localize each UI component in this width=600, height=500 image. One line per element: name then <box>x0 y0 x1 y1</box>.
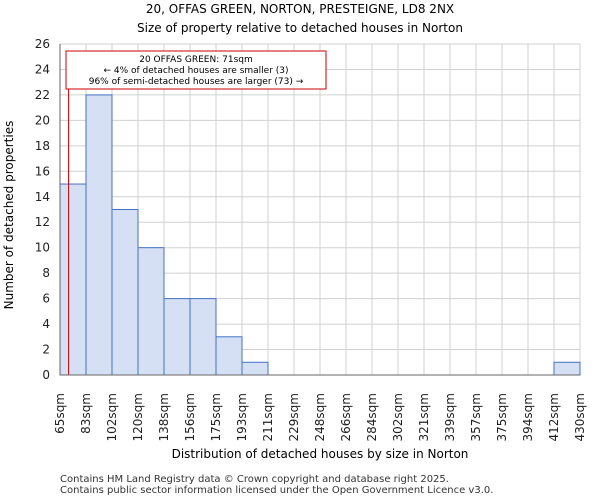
bar-layer <box>59 94 581 376</box>
x-tick-label: 156sqm <box>183 393 197 441</box>
chart-subtitle: Size of property relative to detached ho… <box>137 21 463 35</box>
histogram-bar <box>163 298 191 376</box>
x-tick-label: 138sqm <box>157 393 171 441</box>
y-tick-label: 22 <box>35 88 50 102</box>
x-tick-label: 193sqm <box>235 393 249 441</box>
x-tick-label: 412sqm <box>547 393 561 441</box>
y-axis-label: Number of detached properties <box>2 121 16 310</box>
histogram-bar <box>111 209 139 376</box>
x-tick-label: 65sqm <box>53 393 67 434</box>
x-tick-label: 357sqm <box>469 393 483 441</box>
y-tick-label: 26 <box>35 37 50 51</box>
y-tick-label: 24 <box>35 62 50 76</box>
footer-line-1: Contains HM Land Registry data © Crown c… <box>60 474 449 485</box>
y-tick-label: 6 <box>42 292 50 306</box>
y-tick-label: 2 <box>42 343 50 357</box>
y-tick-label: 12 <box>35 215 50 229</box>
annotation-line-2: ← 4% of detached houses are smaller (3) <box>103 66 288 76</box>
histogram-bar <box>137 247 165 376</box>
annotation-line-1: 20 OFFAS GREEN: 71sqm <box>139 55 253 65</box>
footer-line-2: Contains public sector information licen… <box>60 485 494 496</box>
y-tick-label: 4 <box>42 317 50 331</box>
y-tick-label: 14 <box>35 190 50 204</box>
y-tick-label: 16 <box>35 164 50 178</box>
x-tick-label: 120sqm <box>131 393 145 441</box>
annotation-line-3: 96% of semi-detached houses are larger (… <box>89 77 304 87</box>
x-tick-label: 229sqm <box>287 393 301 441</box>
x-tick-label: 248sqm <box>313 393 327 441</box>
x-tick-label: 83sqm <box>79 393 93 434</box>
histogram-bar <box>553 361 581 376</box>
x-axis-label: Distribution of detached houses by size … <box>172 447 469 461</box>
x-tick-label: 394sqm <box>521 393 535 441</box>
annotation-border <box>65 50 327 90</box>
histogram-bar <box>215 336 243 376</box>
x-tick-label: 321sqm <box>417 393 431 441</box>
y-tick-label: 18 <box>35 139 50 153</box>
x-tick-label: 339sqm <box>443 393 457 441</box>
histogram-bar <box>241 361 269 376</box>
y-tick-label: 10 <box>35 241 50 255</box>
x-tick-label: 266sqm <box>339 393 353 441</box>
histogram-bar <box>85 94 113 376</box>
x-tick-label: 430sqm <box>573 393 587 441</box>
y-tick-label: 20 <box>35 113 50 127</box>
annotation-box: 20 OFFAS GREEN: 71sqm ← 4% of detached h… <box>65 50 327 90</box>
x-tick-label: 375sqm <box>495 393 509 441</box>
histogram-bar <box>189 298 217 376</box>
x-tick-label: 102sqm <box>105 393 119 441</box>
x-tick-label: 284sqm <box>365 393 379 441</box>
y-tick-label: 8 <box>42 266 50 280</box>
y-tick-label: 0 <box>42 368 50 382</box>
x-tick-label: 175sqm <box>209 393 223 441</box>
chart-title: 20, OFFAS GREEN, NORTON, PRESTEIGNE, LD8… <box>146 2 454 16</box>
x-tick-label: 211sqm <box>261 393 275 441</box>
x-tick-label: 302sqm <box>391 393 405 441</box>
histogram-bar <box>59 183 87 376</box>
